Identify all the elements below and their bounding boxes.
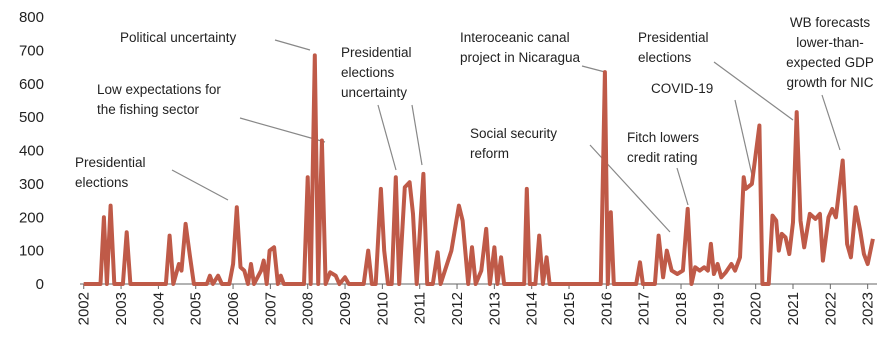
x-tick-label: 2006 <box>225 292 242 325</box>
x-tick-label: 2017 <box>636 292 653 325</box>
annotation: WB forecasts <box>790 15 871 30</box>
leader-line <box>411 104 423 166</box>
y-tick-label: 0 <box>36 276 44 293</box>
x-tick-label: 2020 <box>748 292 765 325</box>
x-tick-label: 2019 <box>710 292 727 325</box>
x-tick-label: 2015 <box>561 292 578 325</box>
annotation: Low expectations for <box>97 82 221 97</box>
annotation: Presidential <box>341 45 412 60</box>
x-tick-label: 2012 <box>449 292 466 325</box>
x-tick-label: 2013 <box>486 292 503 325</box>
annotation: elections <box>638 50 692 65</box>
leader-line <box>713 61 794 121</box>
x-tick-label: 2008 <box>300 292 317 325</box>
leader-line <box>676 167 689 206</box>
leader-line <box>581 65 606 73</box>
y-tick-label: 300 <box>19 176 44 193</box>
leader-line <box>274 39 311 51</box>
leader-line <box>171 169 229 201</box>
annotation: Social security <box>470 126 557 141</box>
annotation: credit rating <box>627 150 698 165</box>
x-tick-label: 2016 <box>598 292 615 325</box>
x-tick-label: 2022 <box>822 292 839 325</box>
x-tick-label: 2023 <box>860 292 877 325</box>
x-tick-label: 2007 <box>262 292 279 325</box>
leader-line <box>821 94 841 151</box>
x-tick-label: 2018 <box>673 292 690 325</box>
annotation: reform <box>470 146 509 161</box>
y-tick-label: 500 <box>19 109 44 126</box>
y-tick-label: 400 <box>19 143 44 160</box>
x-tick-label: 2021 <box>785 292 802 325</box>
x-tick-label: 2010 <box>374 292 391 325</box>
annotation: project in Nicaragua <box>460 50 581 65</box>
y-tick-label: 700 <box>19 42 44 59</box>
x-tick-label: 2003 <box>113 292 130 325</box>
leader-line <box>239 117 326 143</box>
leader-line <box>734 99 753 176</box>
annotation: Presidential <box>75 155 146 170</box>
x-tick-label: 2005 <box>188 292 205 325</box>
x-tick-label: 2002 <box>76 292 93 325</box>
annotation: elections <box>341 65 395 80</box>
annotation: the fishing sector <box>97 102 200 117</box>
annotation: growth for NIC <box>786 75 873 90</box>
annotation: uncertainty <box>341 85 407 100</box>
annotation: expected GDP <box>786 55 874 70</box>
annotation: Interoceanic canal <box>460 30 570 45</box>
x-tick-label: 2004 <box>150 292 167 325</box>
annotation: COVID-19 <box>651 81 713 96</box>
y-tick-label: 200 <box>19 209 44 226</box>
annotation: Presidential <box>638 30 709 45</box>
x-tick-label: 2009 <box>337 292 354 325</box>
y-tick-label: 800 <box>19 9 44 26</box>
leader-line <box>377 104 397 171</box>
y-tick-label: 100 <box>19 243 44 260</box>
annotation: elections <box>75 175 129 190</box>
x-tick-label: 2011 <box>412 292 429 324</box>
annotation: Fitch lowers <box>627 130 699 145</box>
y-tick-label: 600 <box>19 76 44 93</box>
x-tick-label: 2014 <box>524 292 541 325</box>
annotation: lower-than- <box>796 35 864 50</box>
annotation: Political uncertainty <box>120 30 237 45</box>
data-line <box>83 53 875 286</box>
